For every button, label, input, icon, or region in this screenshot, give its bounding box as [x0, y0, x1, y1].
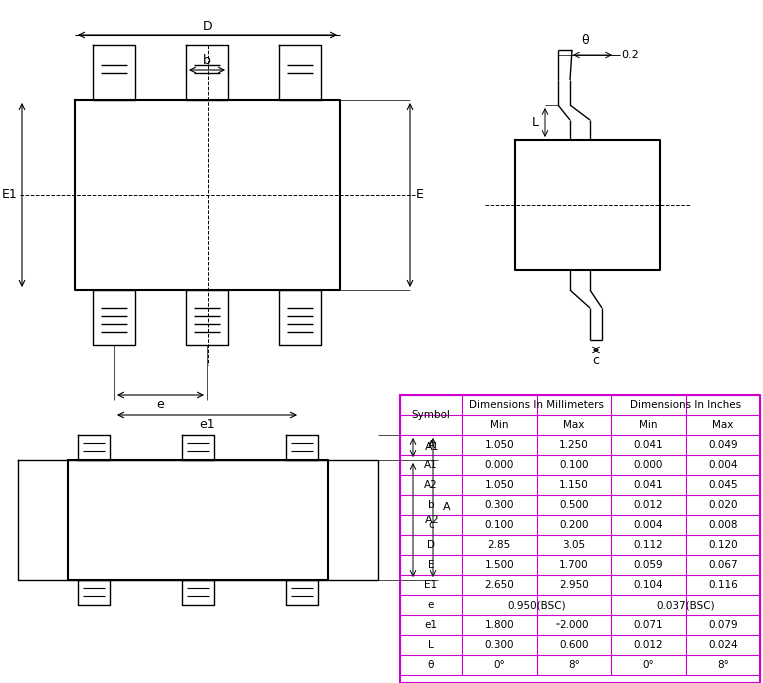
Text: E1: E1	[424, 580, 438, 590]
Text: 0.049: 0.049	[708, 440, 738, 450]
Text: 3.05: 3.05	[562, 540, 585, 550]
Text: D: D	[203, 20, 212, 33]
Text: 0.116: 0.116	[708, 580, 738, 590]
Text: L: L	[532, 115, 539, 128]
Text: 0.100: 0.100	[559, 460, 588, 470]
Text: 0.004: 0.004	[633, 520, 663, 530]
Text: A1: A1	[424, 460, 438, 470]
Text: 0.112: 0.112	[633, 540, 663, 550]
Text: 0.000: 0.000	[633, 460, 663, 470]
Text: 8°: 8°	[716, 660, 729, 670]
Text: 0.004: 0.004	[708, 460, 738, 470]
Text: 0.200: 0.200	[559, 520, 588, 530]
Text: 1.150: 1.150	[559, 480, 589, 490]
Text: Min: Min	[639, 420, 658, 430]
Text: Max: Max	[712, 420, 733, 430]
Text: b: b	[428, 500, 434, 510]
Text: E: E	[428, 560, 434, 570]
Text: 0.008: 0.008	[708, 520, 738, 530]
Text: 0.100: 0.100	[485, 520, 514, 530]
Text: 0.300: 0.300	[485, 640, 514, 650]
Text: e1: e1	[424, 620, 437, 630]
Text: Dimensions In Millimeters: Dimensions In Millimeters	[469, 400, 604, 410]
Text: 0.012: 0.012	[633, 640, 663, 650]
Text: 0.041: 0.041	[633, 480, 663, 490]
Text: 1.250: 1.250	[559, 440, 589, 450]
Text: 0.020: 0.020	[708, 500, 738, 510]
Text: Symbol: Symbol	[411, 410, 450, 420]
Text: 0°: 0°	[642, 660, 654, 670]
Text: 2.650: 2.650	[485, 580, 514, 590]
Text: 0.120: 0.120	[708, 540, 738, 550]
Text: 0°: 0°	[494, 660, 505, 670]
Text: 0.104: 0.104	[633, 580, 663, 590]
Text: Dimensions In Inches: Dimensions In Inches	[630, 400, 741, 410]
Text: 0.300: 0.300	[485, 500, 514, 510]
Text: 0.950(BSC): 0.950(BSC)	[507, 600, 566, 610]
Text: Min: Min	[490, 420, 509, 430]
Text: A1: A1	[425, 443, 439, 453]
Text: 0.071: 0.071	[633, 620, 663, 630]
Text: 1.800: 1.800	[485, 620, 514, 630]
Text: 0.012: 0.012	[633, 500, 663, 510]
Text: e1: e1	[199, 419, 215, 432]
Text: 8°: 8°	[568, 660, 580, 670]
Text: 1.050: 1.050	[485, 440, 514, 450]
Text: b: b	[203, 53, 211, 66]
Text: 2.85: 2.85	[488, 540, 511, 550]
Text: L: L	[428, 640, 434, 650]
Text: A2: A2	[425, 515, 439, 525]
Text: A: A	[427, 440, 435, 450]
Text: 0.041: 0.041	[633, 440, 663, 450]
Text: A: A	[443, 503, 451, 512]
Text: E: E	[416, 189, 424, 201]
Text: 0.000: 0.000	[485, 460, 514, 470]
Text: 0.500: 0.500	[559, 500, 588, 510]
Text: θ: θ	[428, 660, 434, 670]
Text: 1.050: 1.050	[485, 480, 514, 490]
Text: c: c	[428, 520, 434, 530]
Text: c: c	[593, 354, 600, 367]
Text: E1: E1	[2, 189, 18, 201]
Text: 0.037(BSC): 0.037(BSC)	[656, 600, 715, 610]
Text: e: e	[428, 600, 434, 610]
Text: 0.079: 0.079	[708, 620, 738, 630]
Text: 2.950: 2.950	[559, 580, 589, 590]
Text: θ: θ	[581, 33, 589, 46]
Text: e: e	[156, 398, 164, 411]
Text: 0.024: 0.024	[708, 640, 738, 650]
Text: 0.600: 0.600	[559, 640, 588, 650]
Text: A2: A2	[424, 480, 438, 490]
Text: 0.045: 0.045	[708, 480, 738, 490]
Text: Max: Max	[563, 420, 584, 430]
Text: 0.2: 0.2	[621, 50, 639, 60]
Text: 1.500: 1.500	[485, 560, 514, 570]
Text: 0.067: 0.067	[708, 560, 738, 570]
Text: D: D	[427, 540, 435, 550]
Text: 1.700: 1.700	[559, 560, 588, 570]
Text: 0.059: 0.059	[633, 560, 663, 570]
Text: 2.000: 2.000	[559, 620, 588, 630]
